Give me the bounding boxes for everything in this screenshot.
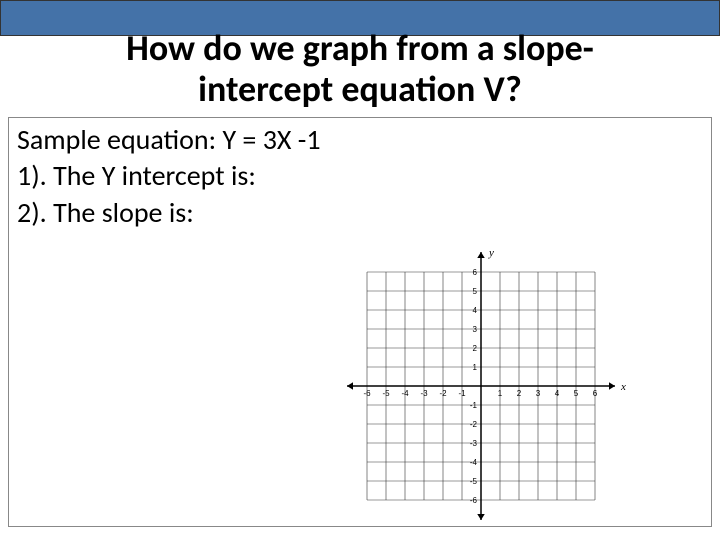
svg-text:-3: -3 [470,439,478,448]
svg-text:3: 3 [536,389,541,398]
page-title: How do we graph from a slope- intercept … [0,28,720,111]
step-1: 1). The Y intercept is: [17,158,703,194]
title-line-1: How do we graph from a slope- [126,26,594,70]
svg-text:5: 5 [574,389,579,398]
title-line-2: intercept equation V? [198,67,522,111]
svg-text:5: 5 [473,287,478,296]
svg-text:6: 6 [473,268,478,277]
svg-text:4: 4 [473,306,478,315]
svg-text:2: 2 [473,344,478,353]
svg-text:-4: -4 [401,389,409,398]
sample-equation: Sample equation: Y = 3X -1 [17,122,703,158]
svg-text:-5: -5 [382,389,390,398]
svg-text:-4: -4 [470,458,478,467]
content-panel: Sample equation: Y = 3X -1 1). The Y int… [8,117,712,527]
step-2: 2). The slope is: [17,195,703,231]
svg-text:-2: -2 [470,420,478,429]
svg-text:1: 1 [498,389,503,398]
svg-text:-2: -2 [439,389,447,398]
svg-text:6: 6 [593,389,598,398]
svg-text:y: y [488,247,494,259]
svg-text:x: x [620,381,626,393]
graph-svg: -6 -5 -4 -3 -2 -1 1 2 3 4 5 6 6 5 4 3 2 1 -1 -2 -3 -4 -5 -6 x y [311,246,651,526]
svg-text:4: 4 [555,389,560,398]
svg-text:-5: -5 [470,477,478,486]
svg-text:-6: -6 [363,389,371,398]
coordinate-graph: -6 -5 -4 -3 -2 -1 1 2 3 4 5 6 6 5 4 3 2 1 -1 -2 -3 -4 -5 -6 x y [311,246,651,526]
svg-text:-1: -1 [458,389,466,398]
svg-text:2: 2 [517,389,522,398]
svg-text:3: 3 [473,325,478,334]
svg-text:-1: -1 [470,401,478,410]
svg-text:1: 1 [473,363,478,372]
svg-text:-6: -6 [470,496,478,505]
svg-text:-3: -3 [420,389,428,398]
